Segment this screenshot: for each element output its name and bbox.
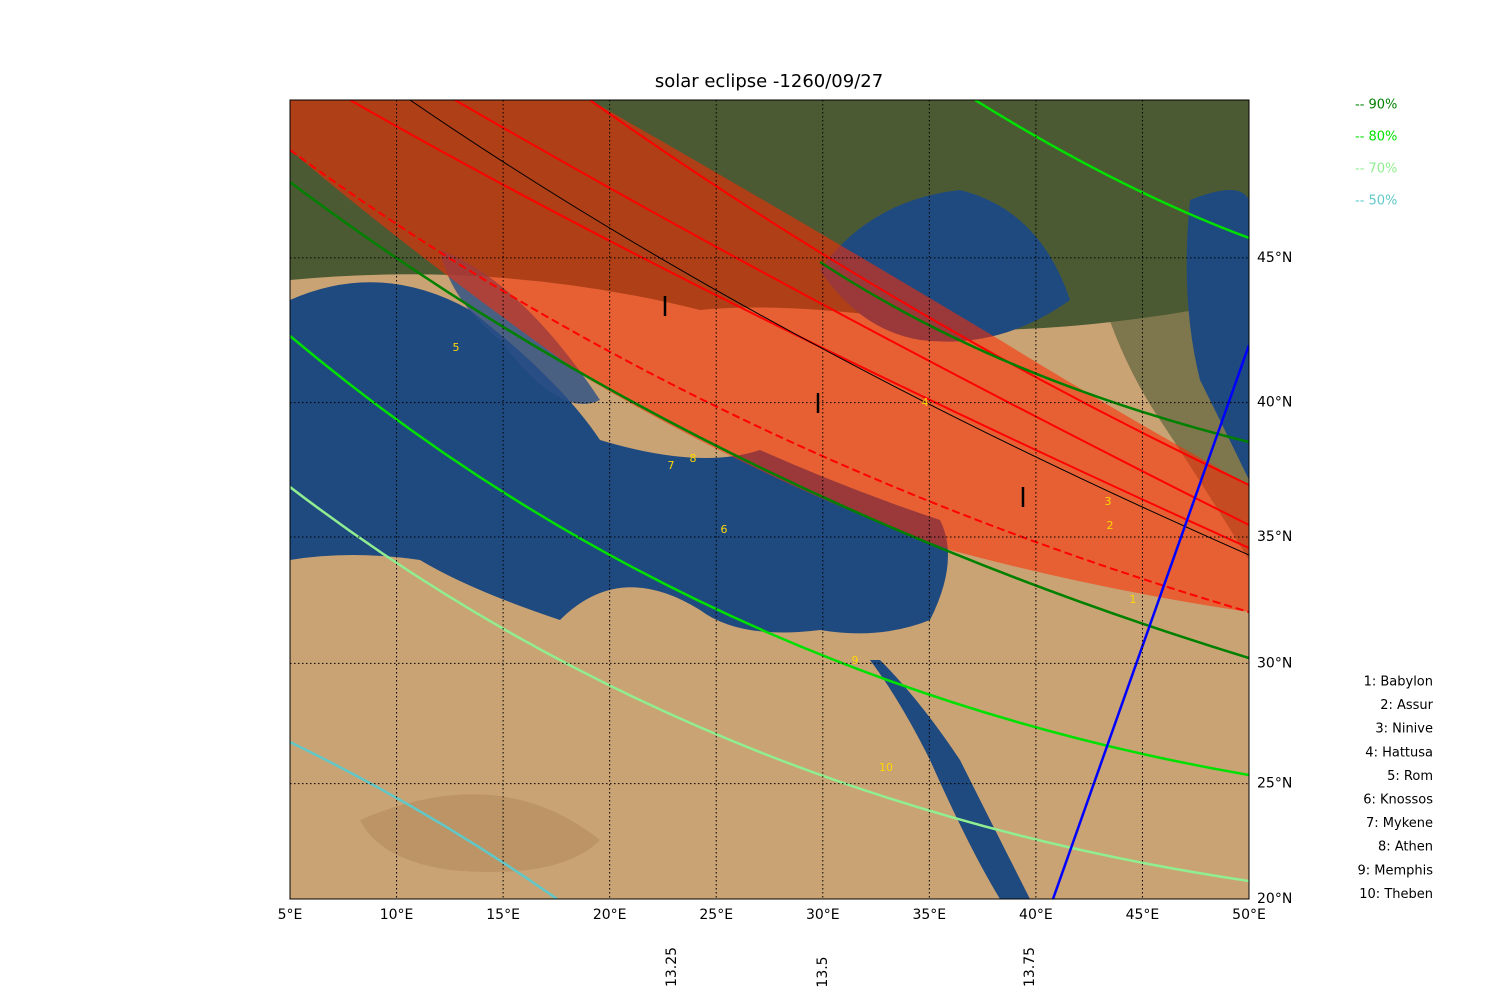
city-list-entry: 4: Hattusa [1365,745,1433,760]
map-background [290,100,1249,899]
grid [290,100,1249,899]
x-tick-label: 30°E [806,907,840,923]
city-list-entry: 8: Athen [1378,840,1433,855]
city-list-entry: 6: Knossos [1363,793,1433,808]
time-label: 13.5 [815,956,831,987]
city-list-entry: 1: Babylon [1364,675,1433,690]
time-label: 13.25 [664,947,680,987]
city-marker-label: 2 [1107,519,1114,532]
city-marker-label: 9 [852,654,859,667]
x-tick-label: 40°E [1019,907,1053,923]
x-tick-label: 45°E [1126,907,1160,923]
city-list-entry: 7: Mykene [1366,816,1433,831]
city-list-entry: 10: Theben [1359,887,1433,902]
time-label: 13.75 [1022,947,1038,987]
x-tick-label: 10°E [380,907,414,923]
city-marker-label: 6 [721,523,728,536]
city-marker-label: 3 [1105,495,1112,508]
y-tick-label: 35°N [1257,529,1292,545]
title: solar eclipse -1260/09/27 [655,71,883,92]
x-tick-label: 25°E [699,907,733,923]
y-tick-label: 20°N [1257,891,1292,907]
city-list-entry: 9: Memphis [1357,863,1433,878]
city-list-entry: 3: Ninive [1375,722,1433,737]
city-marker-label: 4 [922,396,929,409]
y-tick-label: 30°N [1257,655,1292,671]
legend-entry: -- 80% [1355,130,1397,145]
y-tick-label: 25°N [1257,776,1292,792]
x-tick-label: 50°E [1232,907,1266,923]
legend-entry: -- 50% [1355,194,1397,209]
city-list-entry: 2: Assur [1380,698,1433,713]
city-marker-label: 10 [879,761,893,774]
x-tick-label: 15°E [486,907,520,923]
city-marker-label: 5 [453,341,460,354]
y-tick-label: 45°N [1257,250,1292,266]
x-tick-label: 35°E [912,907,946,923]
city-list-entry: 5: Rom [1387,769,1433,784]
city-marker-label: 7 [668,459,675,472]
x-tick-label: 20°E [593,907,627,923]
map-frame [289,99,1250,900]
y-tick-label: 40°N [1257,395,1292,411]
legend-entry: -- 90% [1355,98,1397,113]
city-marker-label: 8 [690,452,697,465]
x-tick-label: 5°E [278,907,303,923]
city-marker-label: 1 [1130,593,1137,606]
legend-entry: -- 70% [1355,162,1397,177]
